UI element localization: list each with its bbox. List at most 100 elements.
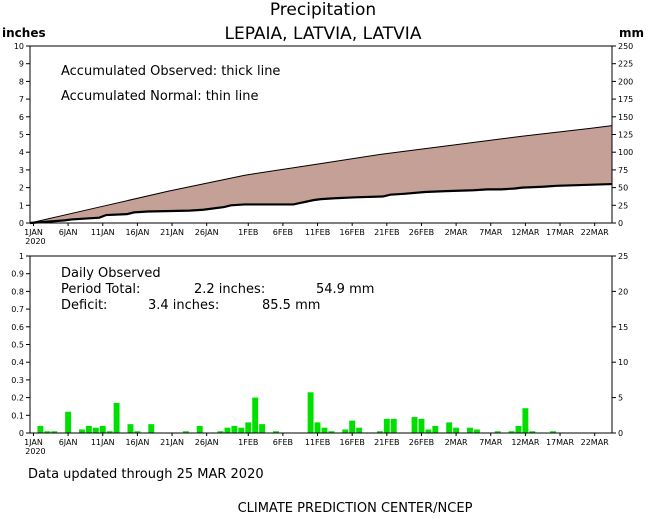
accumulated-right-tick-label: 75 — [618, 166, 628, 175]
accumulated-plot-area — [29, 125, 613, 225]
accumulated-left-tick-label: 7 — [19, 95, 24, 104]
daily-x-axis: 1JAN 6JAN 11JAN 16JAN 21JAN 26JAN 1FEB 6FEB 11FE… — [24, 433, 609, 456]
daily-x-tick-label: 17MAR — [546, 438, 575, 447]
daily-x-tick-label: 26FEB — [409, 438, 434, 447]
daily-bar — [51, 431, 58, 433]
daily-bar — [453, 427, 460, 433]
chart-title: Precipitation — [270, 0, 376, 20]
period-total-label: Period Total: — [61, 282, 140, 297]
accumulated-left-tick-label: 6 — [19, 113, 24, 122]
daily-bar — [432, 425, 439, 433]
daily-right-tick-label: 0 — [618, 429, 623, 438]
daily-bar — [321, 427, 328, 433]
accumulated-left-axis: 0 1 2 3 4 5 6 7 8 9 10 — [14, 42, 30, 228]
daily-left-tick-label: 0.4 — [11, 358, 24, 367]
daily-x-tick-label: 21JAN — [160, 438, 184, 447]
accumulated-x-tick-label: 12MAR — [511, 228, 540, 237]
daily-bar — [425, 429, 432, 433]
daily-bar — [79, 429, 85, 433]
daily-bar — [328, 431, 335, 433]
legend-observed: Accumulated Observed: thick line — [61, 64, 280, 79]
right-unit-label: mm — [619, 26, 644, 40]
daily-bar — [238, 427, 245, 433]
accumulated-right-tick-label: 250 — [618, 42, 633, 51]
accumulated-x-tick-label: 26JAN — [195, 228, 219, 237]
accumulated-x-tick-label: 2MAR — [445, 228, 468, 237]
daily-year-label: 2020 — [25, 447, 45, 456]
daily-x-tick-label: 26JAN — [195, 438, 219, 447]
daily-bar — [148, 424, 155, 433]
daily-x-tick-label: 12MAR — [511, 438, 540, 447]
daily-bar — [418, 418, 425, 433]
accumulated-right-tick-label: 0 — [618, 219, 623, 228]
daily-x-tick-label: 1FEB — [238, 438, 258, 447]
accumulated-left-tick-label: 10 — [14, 42, 24, 51]
daily-bar — [182, 431, 189, 433]
accumulated-left-tick-label: 5 — [19, 131, 24, 140]
deficit-mm: 85.5 mm — [262, 298, 320, 313]
daily-bar — [467, 427, 473, 433]
daily-plot-area — [37, 392, 557, 433]
daily-bar — [411, 417, 418, 433]
legend-normal: Accumulated Normal: thin line — [61, 89, 259, 104]
daily-x-tick-label: 6JAN — [59, 438, 78, 447]
daily-bar — [473, 429, 480, 433]
daily-bar — [217, 431, 224, 433]
daily-bar — [113, 402, 120, 433]
accumulated-x-axis: 1JAN 6JAN 11JAN 16JAN 21JAN 26JAN 1FEB 6FEB 11FE… — [24, 223, 609, 246]
accumulated-panel: 0 1 2 3 4 5 6 7 8 9 10 0 25 50 75 100 125 150 175 200 225 25… — [14, 42, 633, 246]
accumulated-x-tick-label: 6JAN — [59, 228, 78, 237]
daily-right-tick-label: 10 — [618, 358, 628, 367]
daily-left-tick-label: 0.7 — [11, 305, 24, 314]
daily-bar — [273, 431, 279, 433]
accumulated-left-tick-label: 0 — [19, 219, 24, 228]
daily-bar — [252, 397, 259, 433]
chart-subtitle: LEPAIA, LATVIA, LATVIA — [225, 24, 422, 44]
daily-bar — [85, 425, 92, 433]
daily-bar — [390, 418, 397, 433]
daily-bar — [349, 420, 356, 433]
normal-line — [29, 125, 613, 224]
daily-bar — [383, 418, 390, 433]
daily-left-tick-label: 0.6 — [11, 323, 24, 332]
accumulated-left-tick-label: 9 — [19, 60, 24, 69]
period-total-mm: 54.9 mm — [316, 282, 374, 297]
daily-bar — [65, 411, 72, 433]
accumulated-right-tick-label: 150 — [618, 113, 633, 122]
accumulated-x-tick-label: 1JAN — [24, 228, 43, 237]
daily-bar — [231, 425, 238, 433]
daily-bar — [259, 424, 266, 433]
accumulated-left-tick-label: 8 — [19, 77, 24, 86]
daily-right-axis: 0 5 10 15 20 25 — [612, 252, 628, 438]
daily-x-tick-label: 21FEB — [374, 438, 399, 447]
daily-bar — [44, 431, 51, 433]
daily-left-axis: 0 0.1 0.2 0.3 0.4 0.5 0.6 0.7 0.8 0.9 1 — [11, 252, 30, 438]
daily-bar — [127, 424, 134, 433]
accumulated-right-tick-label: 200 — [618, 77, 633, 86]
daily-bar — [494, 431, 501, 433]
daily-x-tick-label: 6FEB — [273, 438, 293, 447]
daily-left-tick-label: 0.5 — [11, 341, 24, 350]
accumulated-left-tick-label: 4 — [19, 148, 24, 157]
daily-left-tick-label: 0.8 — [11, 287, 24, 296]
daily-bar — [196, 425, 203, 433]
daily-left-tick-label: 0.1 — [11, 411, 24, 420]
daily-left-tick-label: 1 — [19, 252, 24, 261]
daily-bar — [307, 392, 314, 433]
daily-bar — [529, 431, 536, 433]
daily-bar — [37, 425, 44, 433]
daily-bar — [342, 429, 349, 433]
daily-bar — [550, 431, 557, 433]
accumulated-year-label: 2020 — [25, 237, 45, 246]
accumulated-x-tick-label: 21JAN — [160, 228, 184, 237]
daily-left-tick-label: 0 — [19, 429, 24, 438]
accumulated-x-tick-label: 16FEB — [340, 228, 365, 237]
accumulated-right-axis: 0 25 50 75 100 125 150 175 200 225 250 — [612, 42, 633, 228]
accumulated-x-tick-label: 6FEB — [273, 228, 293, 237]
daily-bar — [99, 425, 106, 433]
left-unit-label: inches — [2, 26, 46, 40]
daily-x-tick-label: 1JAN — [24, 438, 43, 447]
accumulated-left-tick-label: 2 — [19, 184, 24, 193]
accumulated-right-tick-label: 50 — [618, 184, 628, 193]
daily-x-tick-label: 11JAN — [91, 438, 115, 447]
